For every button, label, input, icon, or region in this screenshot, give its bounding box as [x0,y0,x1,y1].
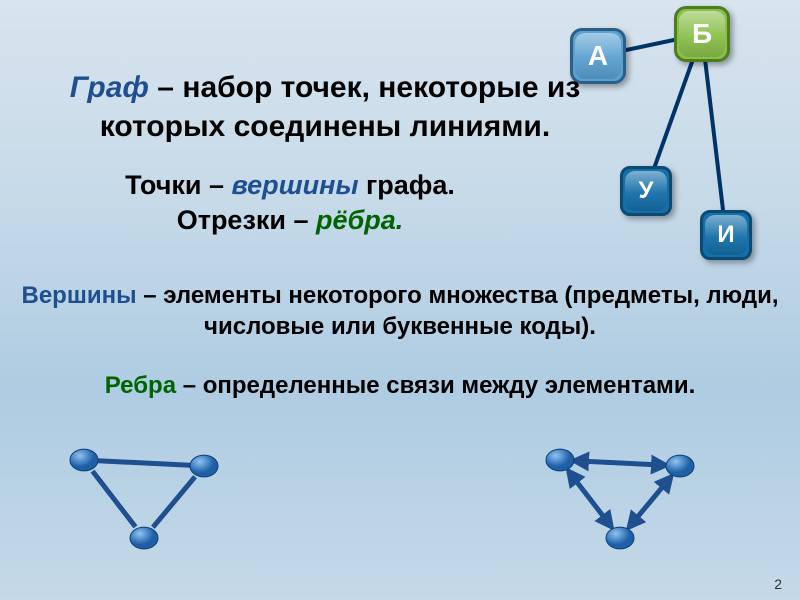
node-label-u: У [639,177,654,205]
node-label-b: Б [692,18,712,50]
text-run: – определенные связи между элементами. [176,372,695,399]
small-graph-left [44,430,244,560]
text-run: Точки – [125,170,231,200]
main-graph-node-b: Б [674,6,730,62]
text-run: Отрезки – [177,205,316,235]
heading-graph-def: Граф – набор точек, некоторые из которых… [20,68,630,146]
node-label-a: А [588,40,608,72]
small-graph-right [520,430,720,560]
main-graph-node-i: И [700,210,752,260]
text-run: вершины [232,170,359,200]
node-label-i: И [717,221,734,249]
text-run: рёбра. [316,205,403,235]
text-run: Граф [70,71,149,104]
text-run: – набор точек, некоторые из которых соед… [100,71,580,143]
text-run: графа. [359,170,455,200]
page-number: 2 [774,576,782,592]
text-run: – элементы некоторого множества (предмет… [137,282,779,340]
heading-edges: Ребра – определенные связи между элемент… [20,370,780,401]
text-run: Ребра [105,372,176,399]
main-graph-node-u: У [620,166,672,216]
heading-vertices: Вершины – элементы некоторого множества … [20,280,780,342]
heading-points: Точки – вершины графа. [60,168,520,203]
heading-segments: Отрезки – рёбра. [60,203,520,238]
text-run: Вершины [22,282,137,309]
